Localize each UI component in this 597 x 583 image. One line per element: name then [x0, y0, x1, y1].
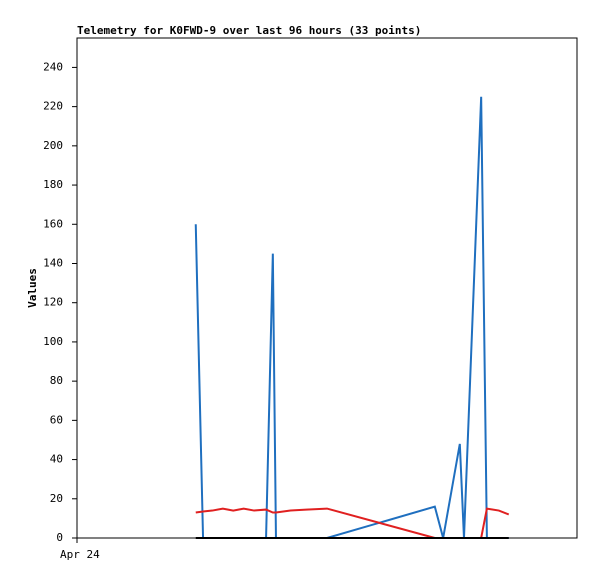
series-line	[195, 507, 510, 539]
chart-title: Telemetry for K0FWD-9 over last 96 hours…	[77, 24, 421, 37]
y-tick-label: 40	[50, 453, 63, 466]
x-tick-label: Apr 24	[60, 548, 100, 561]
y-tick-label: 100	[43, 335, 63, 348]
y-tick-label: 0	[56, 531, 63, 544]
y-tick-label: 220	[43, 100, 63, 113]
y-tick-label: 80	[50, 374, 63, 387]
series-line	[194, 96, 509, 539]
y-tick-label: 60	[50, 413, 63, 426]
y-tick-label: 240	[43, 60, 63, 73]
plot-frame	[76, 37, 578, 539]
y-tick-label: 120	[43, 296, 63, 309]
y-tick-label: 200	[43, 139, 63, 152]
y-tick-label: 140	[43, 256, 63, 269]
y-axis-label: Values	[26, 268, 39, 308]
y-tick-label: 20	[50, 492, 63, 505]
y-tick-label: 180	[43, 178, 63, 191]
y-tick-label: 160	[43, 217, 63, 230]
